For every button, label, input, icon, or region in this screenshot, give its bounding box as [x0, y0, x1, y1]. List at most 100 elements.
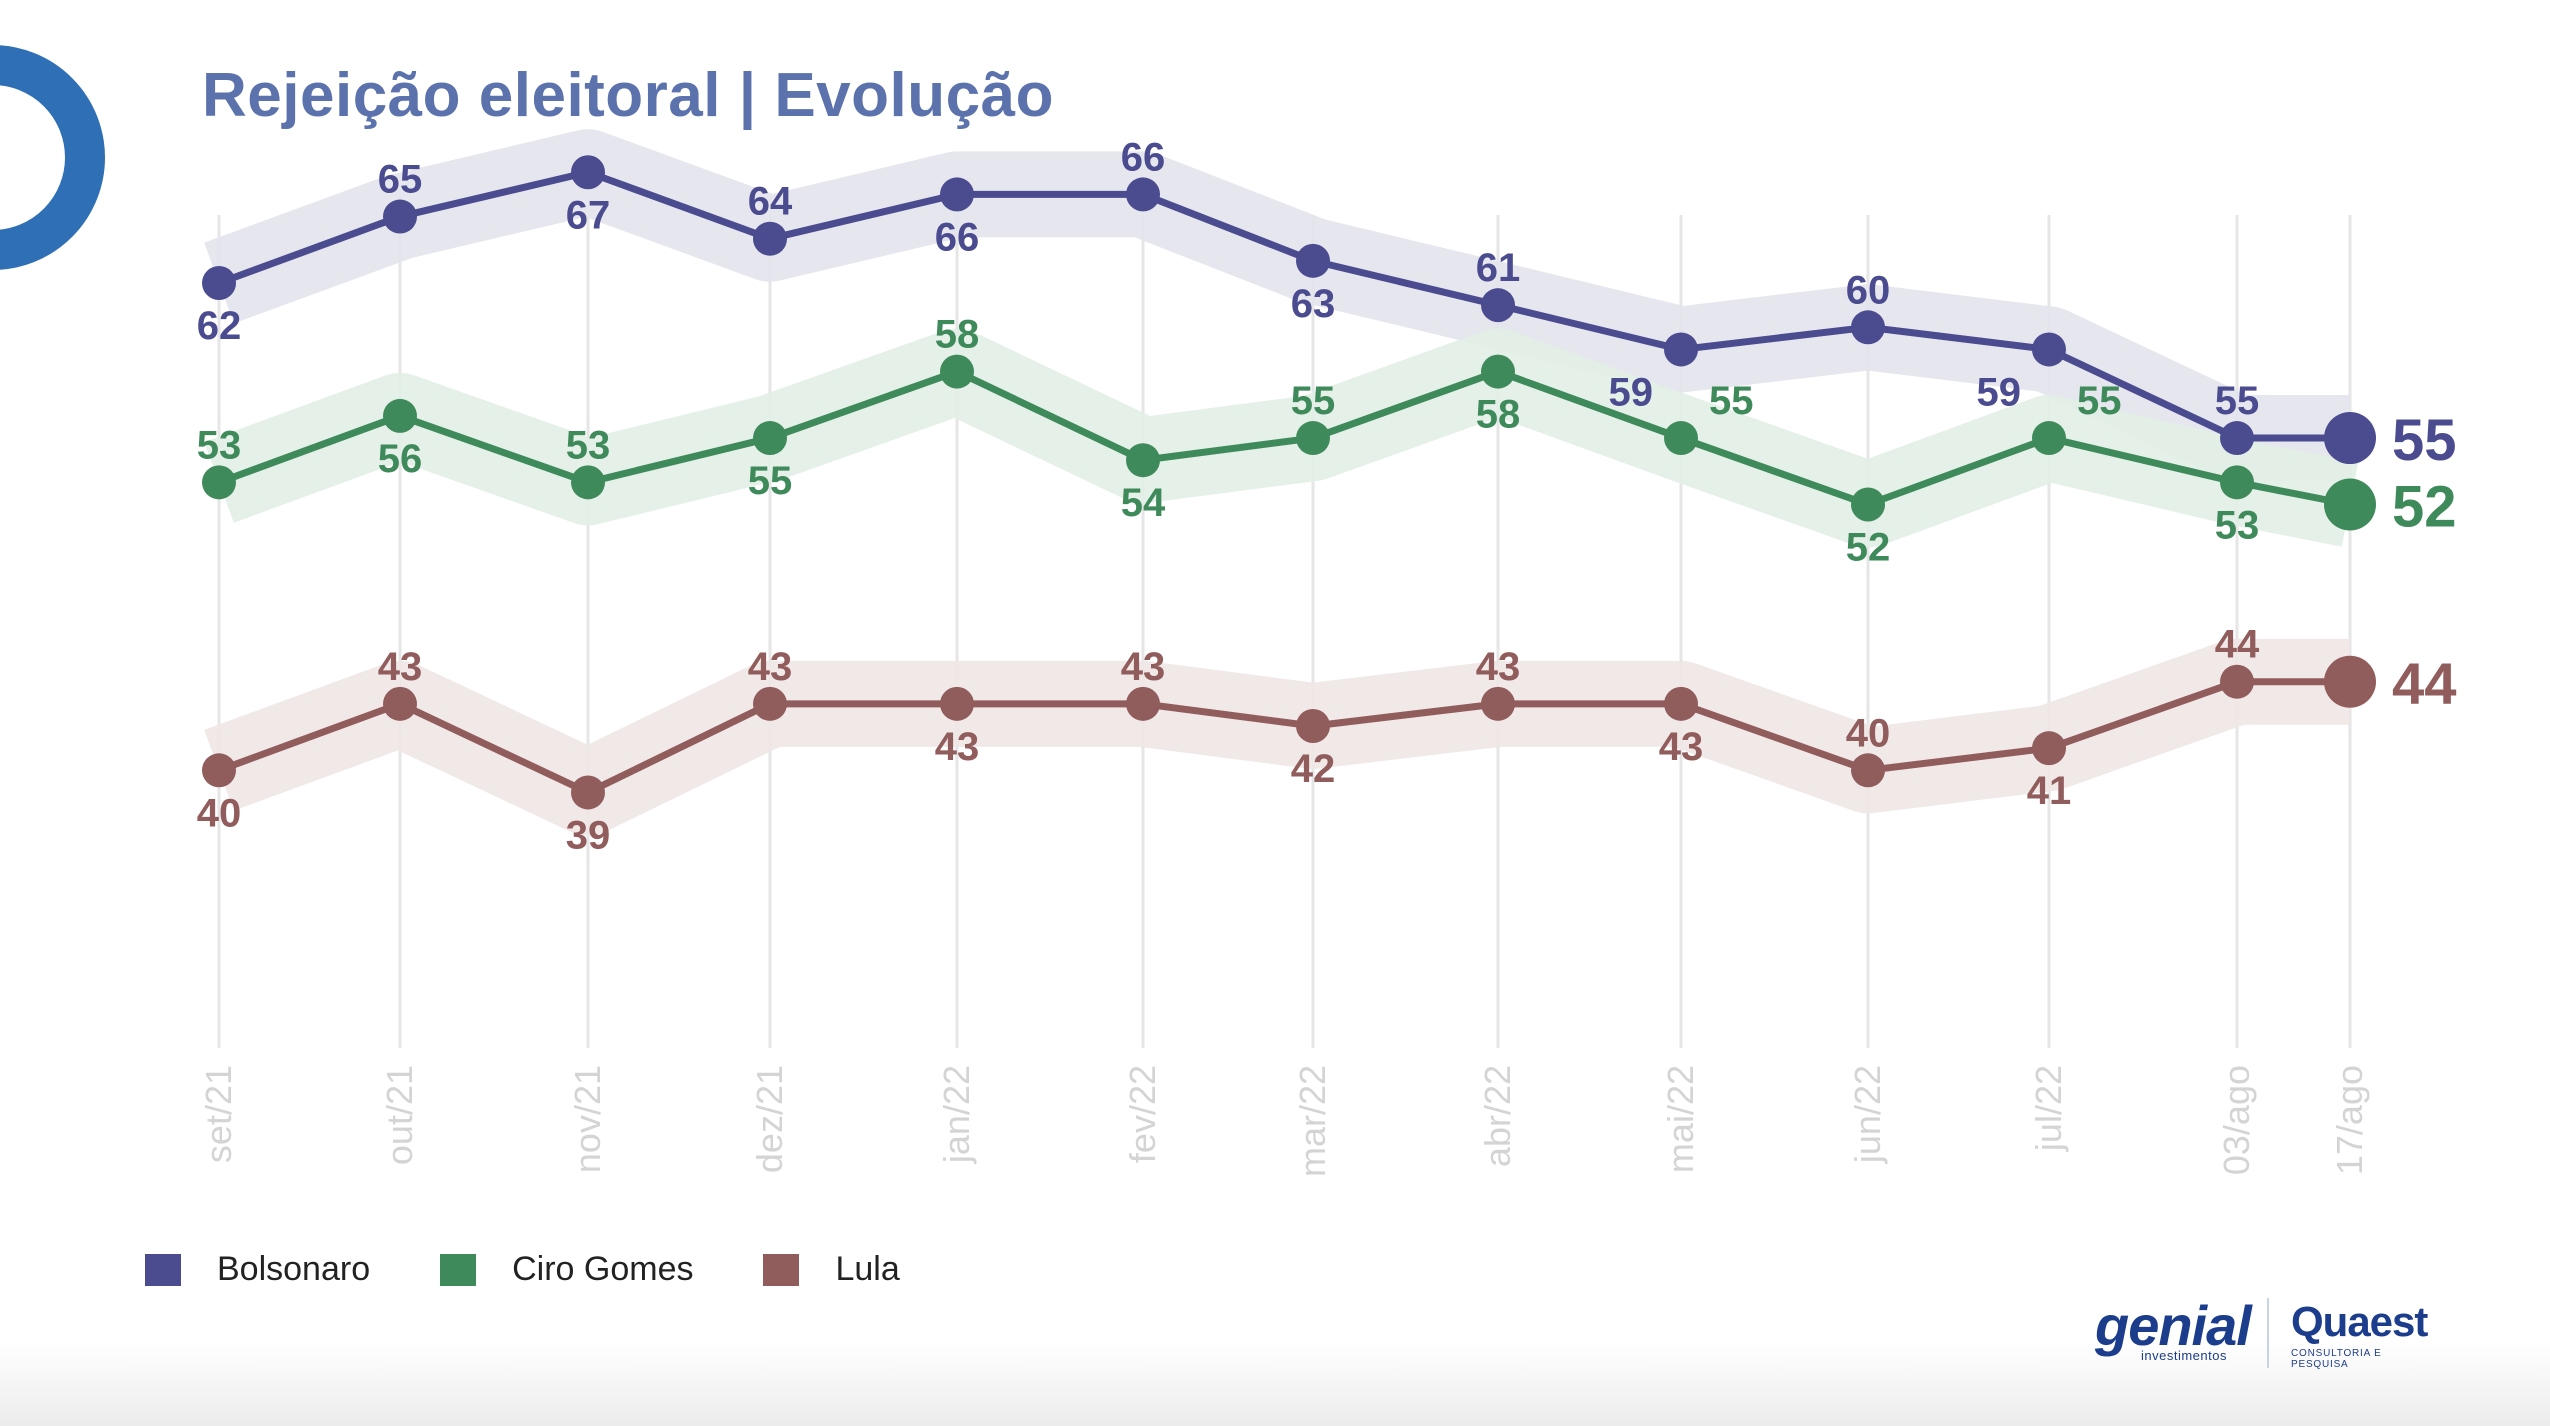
x-tick-label: nov/21: [567, 1065, 608, 1173]
legend-item-ciro-gomes[interactable]: Ciro Gomes: [440, 1250, 693, 1289]
data-label: 59: [1609, 370, 1654, 414]
data-label: 55: [2215, 379, 2260, 423]
legend-item-bolsonaro[interactable]: Bolsonaro: [145, 1250, 370, 1289]
data-label: 60: [1846, 268, 1891, 312]
line-chart: set/21 out/21 nov/21 dez/21 jan/22 fev/22 mar/…: [197, 129, 2457, 1177]
series-band-1: [204, 328, 2359, 548]
x-tick-label: jun/22: [1847, 1065, 1888, 1164]
data-label: 43: [1659, 725, 1704, 769]
data-label: 55: [2077, 379, 2122, 423]
data-point: [2220, 465, 2254, 500]
series-band-0: [204, 129, 2350, 482]
data-point: [1481, 686, 1515, 721]
data-point: [1126, 686, 1160, 721]
quaest-logo-text: Quaest: [2291, 1298, 2428, 1345]
data-label: 63: [1291, 282, 1336, 326]
x-tick-label: mai/22: [1660, 1065, 1701, 1173]
data-point: [940, 177, 974, 212]
data-label: 64: [748, 180, 793, 224]
data-point: [202, 465, 236, 500]
data-label: 40: [1846, 711, 1891, 755]
legend-item-lula[interactable]: Lula: [763, 1250, 900, 1289]
quaest-logo: Quaest CONSULTORIA E PESQUISA: [2291, 1298, 2431, 1371]
data-label: 52: [1846, 526, 1891, 570]
logo-divider: [2267, 1298, 2269, 1368]
data-point: [1296, 709, 1330, 743]
data-point: [1851, 310, 1885, 345]
data-label: 55: [1709, 379, 1754, 423]
data-point: [2324, 655, 2376, 708]
legend-swatch: [145, 1253, 181, 1286]
x-tick-label: abr/22: [1477, 1065, 1518, 1167]
genial-logo-text: genial: [2095, 1294, 2252, 1357]
data-point: [383, 686, 417, 721]
x-tick-label: jan/22: [936, 1065, 977, 1164]
data-label: 39: [566, 813, 611, 857]
data-label: 43: [748, 645, 793, 689]
data-label: 52: [2392, 475, 2457, 540]
x-tick-label: jul/22: [2028, 1065, 2069, 1152]
data-label: 65: [378, 158, 423, 202]
data-label: 42: [1291, 747, 1336, 791]
data-label: 61: [1476, 246, 1521, 290]
data-point: [753, 421, 787, 456]
data-label: 62: [197, 304, 242, 348]
chart-legend: Bolsonaro Ciro Gomes Lula: [145, 1250, 900, 1289]
data-point: [753, 686, 787, 721]
data-point: [1481, 354, 1515, 389]
data-label: 41: [2027, 769, 2072, 813]
data-point: [2324, 412, 2376, 465]
data-point: [1664, 421, 1698, 456]
data-label: 44: [2392, 652, 2457, 717]
x-tick-label: 03/ago: [2216, 1065, 2257, 1175]
genial-logo-subtitle: investimentos: [2141, 1348, 2227, 1363]
x-tick-label: 17/ago: [2329, 1065, 2370, 1175]
legend-swatch: [440, 1253, 477, 1286]
legend-label: Ciro Gomes: [512, 1250, 694, 1288]
data-point: [571, 155, 605, 190]
data-point: [940, 354, 974, 389]
data-point: [940, 686, 974, 721]
legend-label: Lula: [835, 1250, 900, 1288]
data-point: [2032, 731, 2066, 766]
data-label: 56: [378, 437, 423, 481]
data-point: [383, 199, 417, 234]
data-label: 59: [1977, 370, 2022, 414]
data-label: 54: [1121, 481, 1166, 525]
data-point: [1851, 753, 1885, 788]
data-point: [1296, 243, 1330, 278]
data-point: [1296, 421, 1330, 456]
data-label: 58: [1476, 393, 1521, 437]
data-label: 53: [197, 423, 242, 467]
data-point: [2324, 478, 2376, 531]
data-point: [2032, 421, 2066, 456]
data-label: 53: [2215, 503, 2260, 547]
x-tick-label: mar/22: [1292, 1065, 1333, 1177]
data-label: 43: [1476, 645, 1521, 689]
data-point: [571, 775, 605, 810]
data-point: [2220, 664, 2254, 699]
data-point: [1126, 443, 1160, 478]
data-label: 53: [566, 423, 611, 467]
data-label: 55: [748, 459, 793, 503]
data-label: 55: [2392, 408, 2457, 473]
data-label: 43: [378, 645, 423, 689]
data-point: [2032, 332, 2066, 367]
x-tick-label: fev/22: [1122, 1065, 1163, 1163]
data-label: 43: [935, 725, 980, 769]
data-point: [1481, 288, 1515, 323]
data-point: [383, 398, 417, 433]
x-tick-label: dez/21: [749, 1065, 790, 1173]
data-label: 40: [197, 791, 242, 835]
data-point: [1664, 332, 1698, 367]
data-point: [2220, 421, 2254, 456]
data-point: [1664, 686, 1698, 721]
data-label: 55: [1291, 379, 1336, 423]
legend-swatch: [763, 1253, 800, 1286]
data-label: 67: [566, 193, 611, 237]
genial-logo: genial investimentos: [2095, 1294, 2252, 1364]
data-label: 66: [1121, 135, 1166, 179]
page-title: Rejeição eleitoral | Evolução: [202, 61, 1054, 130]
data-label: 66: [935, 215, 980, 259]
data-label: 44: [2215, 623, 2260, 667]
